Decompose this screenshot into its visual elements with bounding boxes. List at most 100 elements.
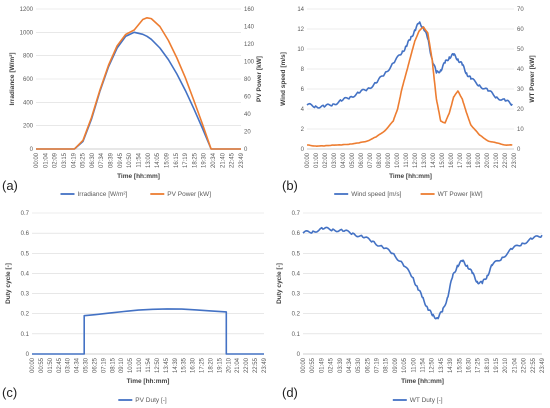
x-tick-label: 05:25	[81, 152, 87, 168]
legend-label: WT Duty [-]	[410, 397, 443, 404]
y-tick-label: 0.2	[21, 312, 30, 318]
x-tick-label: 17:25	[200, 357, 206, 373]
x-tick-label: 03:00	[332, 152, 338, 168]
y2-tick-label: 20	[517, 107, 524, 113]
y2-tick-label: 40	[517, 67, 524, 73]
x-tick-label: 09:00	[386, 152, 392, 168]
x-axis-label: Time [hh:mm]	[389, 173, 432, 180]
x-tick-label: 22:45	[230, 152, 236, 168]
y-tick-label: 2	[301, 127, 305, 133]
x-tick-label: 16:30	[466, 357, 472, 373]
y2-tick-label: 20	[244, 130, 251, 136]
x-tick-label: 00:00	[301, 357, 307, 373]
y2-tick-label: 80	[244, 77, 251, 83]
x-tick-label: 05:00	[350, 152, 356, 168]
x-tick-label: 17:00	[458, 152, 464, 168]
y-tick-label: 200	[23, 124, 34, 130]
y2-axis-label: PV Power [kW]	[256, 56, 263, 102]
x-axis-label: Time [hh:mm]	[127, 378, 170, 385]
y-tick-label: 1000	[20, 30, 34, 36]
y-tick-label: 0.6	[292, 231, 301, 237]
x-tick-label: 21:40	[220, 152, 226, 168]
x-tick-label: 23:00	[512, 152, 518, 168]
x-tick-label: 22:00	[503, 152, 509, 168]
x-tick-label: 10:05	[402, 357, 408, 373]
series-line	[307, 26, 513, 147]
series-line	[302, 226, 543, 320]
x-tick-label: 00:00	[30, 357, 36, 373]
x-tick-label: 08:00	[377, 152, 383, 168]
x-tick-label: 00:55	[39, 357, 45, 373]
x-tick-label: 09:09	[393, 357, 399, 373]
x-tick-label: 07:19	[375, 357, 381, 373]
panel-label: (d)	[282, 385, 298, 400]
y-tick-label: 0.7	[21, 211, 30, 217]
legend-label: WT Power [kW]	[438, 191, 483, 198]
series-line	[306, 21, 513, 109]
x-tick-label: 06:25	[92, 357, 98, 373]
y2-tick-label: 140	[244, 25, 255, 31]
y-tick-label: 0.5	[21, 251, 30, 257]
x-tick-label: 18:25	[192, 152, 198, 168]
x-tick-label: 03:15	[62, 152, 68, 168]
x-tick-label: 14:05	[155, 152, 161, 168]
y-tick-label: 0.2	[292, 312, 301, 318]
y2-axis-label: WT Power [kW]	[529, 55, 536, 102]
x-tick-label: 01:50	[48, 357, 54, 373]
y2-tick-label: 100	[244, 60, 255, 66]
x-tick-label: 05:30	[356, 357, 362, 373]
x-tick-label: 16:30	[191, 357, 197, 373]
legend-label: PV Power [kW]	[167, 191, 211, 198]
y-tick-label: 6	[301, 87, 305, 93]
series-line	[36, 31, 241, 150]
x-tick-label: 08:39	[109, 152, 115, 168]
y2-tick-label: 30	[517, 87, 524, 93]
y-tick-label: 0.3	[21, 292, 30, 298]
x-tick-label: 12:50	[155, 357, 161, 373]
chart-panel-d: 0 0.1 0.2 0.3 0.4 0.5 0.6 0.7 00:00 00:55 01:49 02:…	[276, 211, 546, 404]
y2-tick-label: 50	[517, 47, 524, 53]
x-tick-label: 18:00	[467, 152, 473, 168]
x-tick-label: 04:00	[341, 152, 347, 168]
x-tick-label: 05:30	[84, 357, 90, 373]
y2-tick-label: 160	[244, 7, 255, 13]
x-tick-label: 14:00	[431, 152, 437, 168]
y-tick-label: 14	[297, 7, 304, 13]
x-tick-label: 13:00	[146, 152, 152, 168]
x-tick-label: 02:45	[329, 357, 335, 373]
y-tick-label: 12	[297, 27, 304, 33]
x-tick-label: 15:00	[440, 152, 446, 168]
x-tick-label: 21:04	[235, 357, 241, 373]
y2-tick-label: 60	[244, 95, 251, 101]
x-tick-label: 04:34	[75, 357, 81, 373]
x-tick-label: 12:00	[413, 152, 419, 168]
x-tick-label: 06:25	[365, 357, 371, 373]
x-tick-label: 21:04	[512, 357, 518, 373]
y-tick-label: 0.6	[21, 231, 30, 237]
y2-tick-label: 120	[244, 42, 255, 48]
y-tick-label: 10	[297, 47, 304, 53]
x-tick-label: 18:20	[208, 357, 214, 373]
x-tick-label: 02:09	[53, 152, 59, 168]
y-tick-label: 800	[23, 54, 34, 60]
y-tick-label: 0.1	[21, 332, 30, 338]
y-tick-label: 400	[23, 100, 34, 106]
x-tick-label: 13:00	[422, 152, 428, 168]
x-tick-label: 06:00	[359, 152, 365, 168]
y2-tick-label: 0	[517, 147, 521, 153]
x-tick-label: 22:00	[244, 357, 250, 373]
y-tick-label: 1200	[20, 7, 34, 13]
x-tick-label: 15:09	[164, 152, 170, 168]
x-tick-label: 19:15	[217, 357, 223, 373]
y2-tick-label: 0	[244, 147, 248, 153]
y-tick-label: 600	[23, 77, 34, 83]
x-tick-label: 01:00	[314, 152, 320, 168]
y-tick-label: 0	[26, 352, 30, 358]
y2-tick-label: 60	[517, 27, 524, 33]
y-axis-label: Irradiance [W/m²]	[9, 52, 16, 105]
x-tick-label: 23:49	[239, 152, 245, 168]
legend-label: Wind speed [m/s]	[351, 191, 401, 198]
x-tick-label: 01:04	[43, 152, 49, 168]
y-axis-label: Duty cycle [-]	[5, 263, 12, 304]
